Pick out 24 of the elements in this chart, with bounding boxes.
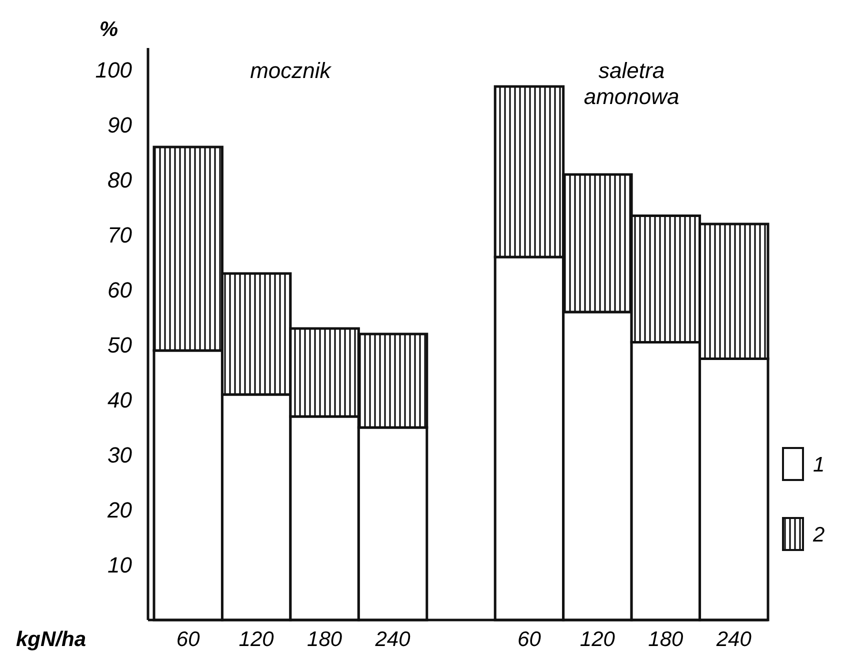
- y-tick-label: 20: [106, 498, 133, 523]
- y-tick-label: 40: [108, 388, 133, 413]
- x-tick-label: 120: [580, 628, 616, 651]
- y-tick-label: 30: [108, 442, 133, 468]
- annotation: saletra amonowa: [584, 58, 680, 109]
- annotation: mocznik: [250, 58, 332, 83]
- x-tick-label: 60: [518, 628, 542, 651]
- x-tick-label: 60: [176, 628, 200, 651]
- y-tick-label: 50: [108, 332, 133, 358]
- x-tick-label: 240: [374, 628, 411, 651]
- legend-label: 1: [813, 453, 825, 476]
- y-tick-label: 10: [108, 552, 133, 578]
- y-tick-label: 70: [108, 222, 133, 248]
- y-tick-label: 60: [108, 278, 133, 303]
- x-tick-label: 180: [648, 628, 684, 651]
- y-tick-label: 80: [108, 168, 133, 193]
- y-axis-title: %: [99, 18, 118, 41]
- x-tick-label: 180: [307, 628, 342, 651]
- x-tick-label: 120: [238, 628, 274, 651]
- x-tick-label: 240: [715, 628, 752, 651]
- y-tick-label: 100: [95, 58, 133, 83]
- y-tick-label: 90: [108, 112, 133, 138]
- legend-label: 2: [812, 523, 825, 546]
- x-axis-title: kgN/ha: [16, 628, 86, 651]
